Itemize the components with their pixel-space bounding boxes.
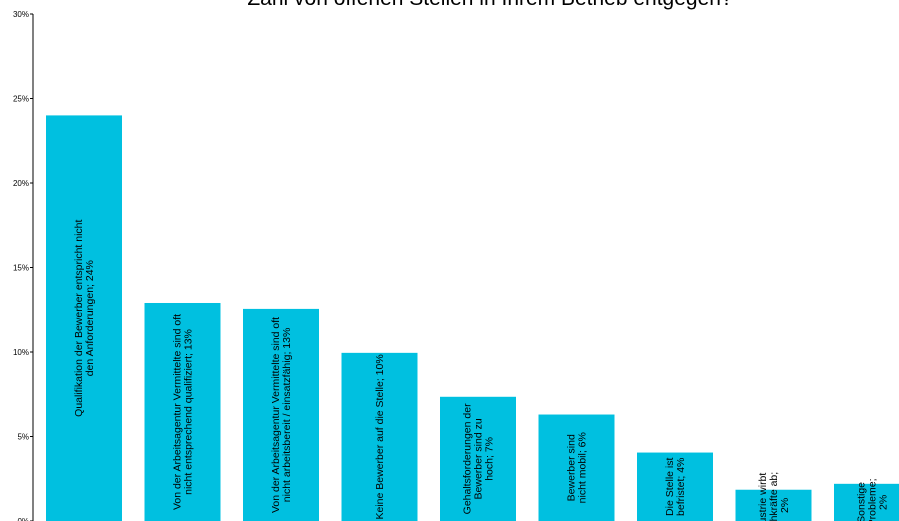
y-tick-label: 10% bbox=[13, 348, 29, 357]
bar-data-label-line: nicht entsprechend qualifiziert; 13% bbox=[182, 329, 194, 495]
bar-data-label-line: Sonstige bbox=[855, 482, 867, 521]
bar-data-label-line: nicht arbeitsbereit / einsatzfähig; 13% bbox=[281, 328, 293, 503]
bar-data-label: Bewerber sindnicht mobil; 6% bbox=[565, 432, 588, 503]
bar-data-label-line: Bewerber sind zu bbox=[472, 418, 484, 499]
bar-data-label: Keine Bewerber auf die Stelle; 10% bbox=[374, 354, 386, 519]
y-tick-label: 20% bbox=[13, 179, 29, 188]
bar-data-label-line: 2% bbox=[877, 495, 889, 510]
bar bbox=[735, 489, 812, 521]
bar-data-label-line: Qualifikation der Bewerber entspricht ni… bbox=[73, 219, 85, 416]
chart-axes: 0% 5% 10% 15% 20% 25% 30% bbox=[13, 10, 34, 521]
y-tick-label: 0% bbox=[17, 517, 29, 521]
bar-data-label-line: nicht mobil; 6% bbox=[576, 432, 588, 503]
bar-data-label-line: 2% bbox=[779, 498, 791, 513]
bar-data-label-line: den Anforderungen; 24% bbox=[84, 260, 96, 376]
bar-data-label: Von der Arbeitsagentur Vermittelte sind … bbox=[171, 314, 194, 510]
bar bbox=[144, 302, 221, 521]
chart-title: Zahl von offenen Stellen in Ihrem Betrie… bbox=[145, 0, 835, 11]
bar-data-label: SonstigeProbleme;2% bbox=[855, 478, 889, 521]
bar-data-label: Qualifikation der Bewerber entspricht ni… bbox=[73, 219, 96, 416]
bar-data-label-line: Probleme; bbox=[866, 478, 878, 521]
bar bbox=[538, 414, 615, 521]
bar-data-label-line: Industrie wirbt bbox=[757, 473, 769, 521]
bar-data-label: Gehaltsforderungen derBewerber sind zuho… bbox=[461, 403, 495, 514]
y-tick-label: 5% bbox=[17, 433, 29, 442]
y-tick-label: 15% bbox=[13, 264, 29, 273]
bar-data-label: Industrie wirbtFachkräfte ab;2% bbox=[757, 472, 791, 521]
bar-data-label-line: befristet; 4% bbox=[675, 458, 687, 516]
bar bbox=[440, 396, 516, 521]
bar-data-label-line: Gehaltsforderungen der bbox=[461, 403, 473, 514]
bar-data-label-line: hoch; 7% bbox=[483, 437, 495, 481]
bar-data-label-line: Von der Arbeitsagentur Vermittelte sind … bbox=[270, 317, 282, 513]
bar bbox=[637, 452, 713, 521]
bar-data-label-line: Keine Bewerber auf die Stelle; 10% bbox=[374, 354, 386, 519]
bar bbox=[46, 115, 122, 521]
bar-data-label-line: Bewerber sind bbox=[565, 434, 577, 501]
bar bbox=[243, 308, 319, 521]
y-tick-label: 25% bbox=[13, 95, 29, 104]
bar-series bbox=[46, 115, 899, 521]
bar-data-label-line: Die Stelle ist bbox=[664, 458, 676, 516]
bar-data-label: Die Stelle istbefristet; 4% bbox=[664, 458, 687, 516]
bar-data-label: Von der Arbeitsagentur Vermittelte sind … bbox=[270, 317, 293, 513]
bar bbox=[341, 352, 418, 521]
bar-data-label-line: Fachkräfte ab; bbox=[768, 472, 780, 521]
y-tick-label: 30% bbox=[13, 10, 29, 19]
data-labels: Qualifikation der Bewerber entspricht ni… bbox=[73, 219, 889, 521]
bar bbox=[834, 483, 899, 521]
bar-data-label-line: Von der Arbeitsagentur Vermittelte sind … bbox=[171, 314, 183, 510]
